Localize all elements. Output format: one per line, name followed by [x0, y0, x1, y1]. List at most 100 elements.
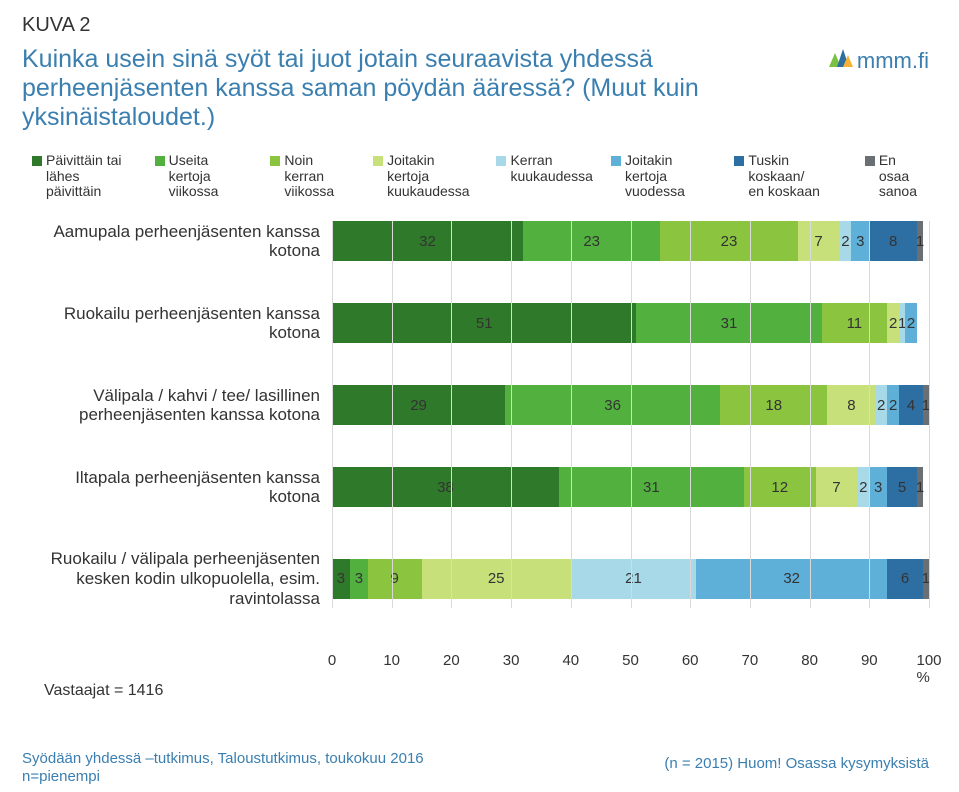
footer-note: (n = 2015) Huom! Osassa kysymyksistä: [664, 755, 929, 772]
bar-segment: 2: [875, 385, 887, 425]
legend-item: Noin kerranviikossa: [270, 153, 355, 199]
bar-segment: 3: [851, 221, 869, 261]
footer-source: Syödään yhdessä –tutkimus, Taloustutkimu…: [22, 750, 424, 786]
legend-swatch: [32, 156, 42, 166]
x-tick: 40: [562, 652, 579, 669]
bar-segment: 51: [332, 303, 636, 343]
stacked-bar: 38311272351: [332, 467, 929, 507]
bar-segment: 3: [350, 559, 368, 599]
legend-item: Joitakin kertojakuukaudessa: [373, 153, 478, 199]
x-axis-row: 0102030405060708090100 %: [22, 650, 929, 672]
bar-segment: 12: [744, 467, 816, 507]
row-label: Iltapala perheenjäsenten kanssa kotona: [22, 468, 332, 507]
chart-row: Aamupala perheenjäsenten kanssa kotona32…: [22, 221, 929, 261]
bar-segment: 25: [422, 559, 571, 599]
x-tick: 70: [742, 652, 759, 669]
row-label: Ruokailu perheenjäsenten kanssa kotona: [22, 304, 332, 343]
legend-swatch: [496, 156, 506, 166]
chart-slide: KUVA 2 Kuinka usein sinä syöt tai juot j…: [0, 0, 959, 792]
bar-segment: 8: [827, 385, 875, 425]
bar-plot: 513111212: [332, 303, 929, 343]
bar-plot: 32232372381: [332, 221, 929, 261]
logo: mmm.fi: [827, 45, 929, 75]
figure-label: KUVA 2: [22, 14, 929, 37]
legend-label: Joitakin kertojavuodessa: [625, 153, 716, 199]
x-tick: 80: [801, 652, 818, 669]
bar-segment: 1: [923, 385, 929, 425]
bar-plot: 38311272351: [332, 467, 929, 507]
bar-segment: 32: [696, 559, 887, 599]
bar-segment: 9: [368, 559, 422, 599]
legend-item: Päivittäin tailähes päivittäin: [32, 153, 137, 199]
legend: Päivittäin tailähes päivittäin Useita ker…: [32, 153, 929, 199]
bar-segment: 21: [571, 559, 696, 599]
legend-swatch: [270, 156, 280, 166]
legend-item: Joitakin kertojavuodessa: [611, 153, 716, 199]
stacked-bar: 33925213261: [332, 559, 929, 599]
bar-segment: 1: [923, 559, 929, 599]
legend-label: Tuskin koskaan/en koskaan: [748, 153, 846, 199]
legend-label: Päivittäin tailähes päivittäin: [46, 153, 137, 199]
bar-segment: 38: [332, 467, 559, 507]
x-tick: 100 %: [916, 652, 941, 686]
bar-segment: 5: [887, 467, 917, 507]
bar-segment: 2: [887, 385, 899, 425]
legend-item: Kerrankuukaudessa: [496, 153, 593, 199]
row-label: Ruokailu / välipala perheenjäsenten kesk…: [22, 549, 332, 608]
chart-wrapper: Aamupala perheenjäsenten kanssa kotona32…: [22, 221, 929, 700]
chart-row: Ruokailu / välipala perheenjäsenten kesk…: [22, 549, 929, 608]
row-label: Aamupala perheenjäsenten kanssa kotona: [22, 222, 332, 261]
x-tick: 60: [682, 652, 699, 669]
bar-segment: 4: [899, 385, 923, 425]
bar-segment: 6: [887, 559, 923, 599]
bar-segment: 7: [816, 467, 858, 507]
bar-segment: 2: [839, 221, 851, 261]
chart-row: Ruokailu perheenjäsenten kanssa kotona51…: [22, 303, 929, 343]
row-label: Välipala / kahvi / tee/ lasillinen perhe…: [22, 386, 332, 425]
header-row: Kuinka usein sinä syöt tai juot jotain s…: [22, 45, 929, 131]
x-tick: 0: [328, 652, 336, 669]
chart-row: Välipala / kahvi / tee/ lasillinen perhe…: [22, 385, 929, 425]
bar-segment: 1: [917, 221, 923, 261]
legend-swatch: [611, 156, 621, 166]
bar-segment: 3: [332, 559, 350, 599]
bar-segment: 7: [798, 221, 840, 261]
stacked-bar: 29361882241: [332, 385, 929, 425]
bar-segment: 32: [332, 221, 523, 261]
bar-segment: 11: [822, 303, 888, 343]
stacked-bar: 32232372381: [332, 221, 929, 261]
chart-area: Aamupala perheenjäsenten kanssa kotona32…: [22, 221, 929, 608]
bar-segment: 2: [905, 303, 917, 343]
chart-title: Kuinka usein sinä syöt tai juot jotain s…: [22, 45, 827, 131]
legend-label: Noin kerranviikossa: [284, 153, 355, 199]
bar-segment: 2: [857, 467, 869, 507]
legend-swatch: [865, 156, 875, 166]
bar-segment: 23: [523, 221, 660, 261]
legend-label: En osaasanoa: [879, 153, 929, 199]
bar-segment: 23: [660, 221, 797, 261]
legend-item: Useita kertojaviikossa: [155, 153, 253, 199]
x-axis: 0102030405060708090100 %: [332, 650, 929, 672]
bar-segment: 8: [869, 221, 917, 261]
x-tick: 30: [503, 652, 520, 669]
stacked-bar: 513111212: [332, 303, 929, 343]
logo-icon: [827, 47, 853, 75]
legend-item: Tuskin koskaan/en koskaan: [734, 153, 846, 199]
bar-segment: 29: [332, 385, 505, 425]
bar-plot: 33925213261: [332, 559, 929, 599]
legend-label: Joitakin kertojakuukaudessa: [387, 153, 478, 199]
legend-label: Useita kertojaviikossa: [169, 153, 253, 199]
x-tick: 20: [443, 652, 460, 669]
respondents-count: Vastaajat = 1416: [44, 682, 929, 700]
bar-segment: 31: [636, 303, 821, 343]
legend-swatch: [373, 156, 383, 166]
bar-segment: 1: [917, 467, 923, 507]
bar-segment: 3: [869, 467, 887, 507]
x-tick: 50: [622, 652, 639, 669]
legend-label: Kerrankuukaudessa: [510, 153, 593, 184]
bar-segment: 18: [720, 385, 827, 425]
x-tick: 10: [383, 652, 400, 669]
bar-plot: 29361882241: [332, 385, 929, 425]
logo-text: mmm.fi: [857, 48, 929, 74]
legend-item: En osaasanoa: [865, 153, 929, 199]
